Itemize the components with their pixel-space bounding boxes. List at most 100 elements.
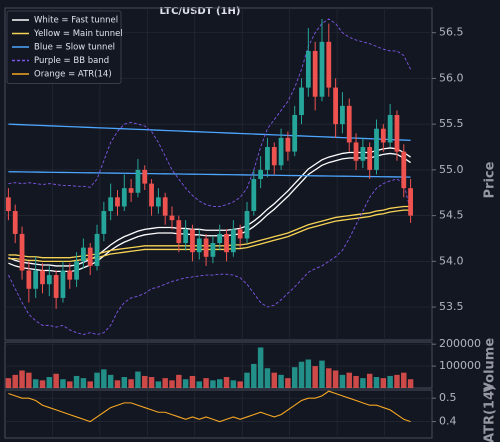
volume-bar — [251, 363, 257, 388]
candle-body — [169, 215, 175, 221]
candle-body — [87, 247, 93, 266]
candle-body — [224, 233, 229, 253]
y-tick-label: 55.0 — [439, 163, 464, 176]
volume-bar — [401, 372, 407, 388]
volume-bar — [380, 378, 387, 388]
volume-bar — [203, 378, 209, 388]
volume-bar — [298, 361, 305, 388]
volume-bar — [278, 374, 284, 388]
panel-frame — [4, 389, 433, 439]
volume-bar — [326, 368, 332, 388]
volume-bar — [196, 381, 203, 388]
candle-body — [12, 211, 18, 234]
y-axis-label: ATR(14) — [483, 385, 498, 442]
candle-body — [142, 169, 148, 184]
candle-body — [210, 243, 216, 257]
volume-bar — [155, 381, 162, 388]
volume-bar — [60, 379, 66, 388]
volume-bar — [394, 374, 400, 388]
volume-bar — [353, 375, 359, 388]
candle-body — [408, 188, 413, 216]
candle-body — [135, 169, 141, 193]
volume-bar — [230, 380, 237, 388]
legend-label: White = Fast tunnel — [34, 16, 118, 26]
candle-body — [374, 128, 379, 170]
candle-body — [121, 188, 127, 207]
y-tick-label: 54.5 — [439, 209, 464, 222]
candle-body — [162, 197, 168, 216]
volume-bar — [26, 372, 32, 388]
candle-body — [46, 275, 52, 285]
candle-body — [312, 50, 318, 97]
volume-bar — [189, 375, 196, 388]
candle-body — [115, 197, 120, 207]
candle-body — [244, 211, 250, 239]
volume-bar — [94, 372, 100, 388]
panel-frame — [4, 7, 433, 341]
volume-bar — [373, 377, 380, 388]
legend-label: Purple = BB band — [34, 56, 109, 66]
overlay-line — [8, 18, 411, 207]
volume-bar — [107, 374, 114, 388]
volume-bar — [80, 378, 87, 388]
candle-body — [60, 270, 66, 298]
candle-body — [67, 270, 73, 280]
volume-bar — [176, 374, 182, 388]
volume-bar — [339, 374, 346, 388]
y-tick-label: 53.5 — [439, 300, 464, 313]
volume-bar — [182, 379, 189, 388]
candle-body — [183, 229, 189, 244]
volume-bar — [135, 371, 141, 388]
candle-body — [128, 188, 134, 193]
candle-body — [360, 147, 366, 161]
candle-body — [346, 105, 352, 143]
y-tick-label: 100000 — [439, 359, 481, 372]
overlay-line — [8, 123, 411, 141]
candle-body — [340, 105, 345, 125]
y-tick-label: 0.5 — [439, 391, 457, 404]
volume-bar — [216, 379, 223, 388]
candle-body — [81, 247, 86, 262]
candle-body — [333, 87, 338, 125]
volume-bar — [257, 347, 264, 388]
volume-bar — [114, 380, 121, 388]
volume-bar — [148, 377, 155, 388]
volume-bar — [87, 381, 93, 388]
candle-body — [230, 229, 236, 253]
volume-bar — [360, 378, 366, 388]
candle-body — [217, 233, 223, 244]
candle-body — [53, 275, 59, 298]
candle-body — [33, 270, 39, 289]
line-series — [8, 390, 411, 423]
chart-title: LTC/USDT (1H) — [160, 6, 241, 17]
legend-label: Orange = ATR(14) — [34, 70, 112, 80]
candle-body — [190, 229, 195, 253]
volume-bar — [67, 381, 73, 388]
volume-bar — [264, 368, 271, 388]
volume-bar — [285, 378, 291, 388]
y-axis-label: Volume — [483, 338, 498, 393]
volume-bar — [237, 381, 243, 388]
volume-bar — [271, 372, 277, 388]
volume-bar — [32, 379, 39, 388]
volume-bar — [366, 373, 373, 388]
volume-bar — [319, 360, 325, 388]
candle-body — [237, 229, 243, 239]
y-tick-label: 55.5 — [439, 117, 464, 130]
candle-body — [258, 169, 264, 180]
candle-body — [101, 211, 107, 234]
volume-bar — [101, 369, 107, 388]
candle-body — [19, 233, 25, 271]
volume-bar — [305, 359, 312, 388]
candle-body — [305, 50, 311, 88]
candle-body — [394, 115, 400, 152]
volume-bar — [332, 370, 339, 388]
volume-bar — [73, 375, 80, 388]
candle-body — [203, 238, 209, 257]
candle-body — [196, 238, 202, 253]
candle-body — [265, 147, 270, 170]
candle-body — [40, 270, 45, 285]
candle-body — [353, 142, 359, 161]
candle-body — [26, 270, 32, 289]
